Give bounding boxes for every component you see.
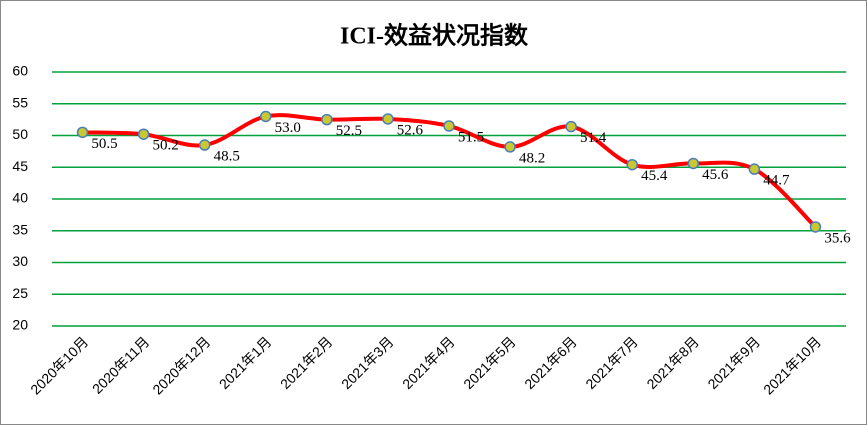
y-tick-label: 25 — [12, 285, 28, 301]
chart-title: ICI-效益状况指数 — [340, 22, 529, 50]
data-label: 45.4 — [641, 168, 668, 184]
y-tick-label: 50 — [12, 126, 28, 142]
point — [687, 157, 700, 170]
y-tick-label: 35 — [12, 221, 28, 237]
point — [809, 221, 822, 233]
data-label: 51.4 — [580, 130, 607, 146]
point — [198, 139, 211, 151]
data-label: 50.2 — [152, 138, 178, 154]
y-tick-label: 60 — [12, 63, 28, 79]
data-label: 48.5 — [214, 148, 240, 164]
y-tick-label: 45 — [12, 158, 28, 174]
data-label: 45.6 — [702, 167, 729, 183]
point — [443, 120, 455, 132]
point — [565, 120, 577, 133]
data-label: 48.2 — [519, 150, 545, 166]
data-label: 52.6 — [397, 122, 424, 138]
data-label: 50.5 — [91, 136, 117, 152]
point — [626, 158, 638, 171]
data-label: 53.0 — [275, 120, 301, 136]
data-label: 52.5 — [336, 123, 362, 139]
point — [321, 113, 333, 126]
y-tick-label: 40 — [12, 190, 28, 206]
point — [260, 110, 272, 123]
point — [748, 163, 761, 175]
y-tick-label: 55 — [12, 94, 28, 110]
point — [504, 141, 516, 153]
data-label: 35.6 — [824, 230, 851, 246]
point — [76, 126, 89, 139]
y-tick-label: 30 — [12, 253, 28, 269]
point — [137, 128, 150, 140]
y-tick-label: 20 — [12, 317, 28, 333]
data-label: 51.5 — [458, 129, 484, 145]
point — [382, 113, 394, 125]
data-label: 44.7 — [763, 173, 790, 189]
